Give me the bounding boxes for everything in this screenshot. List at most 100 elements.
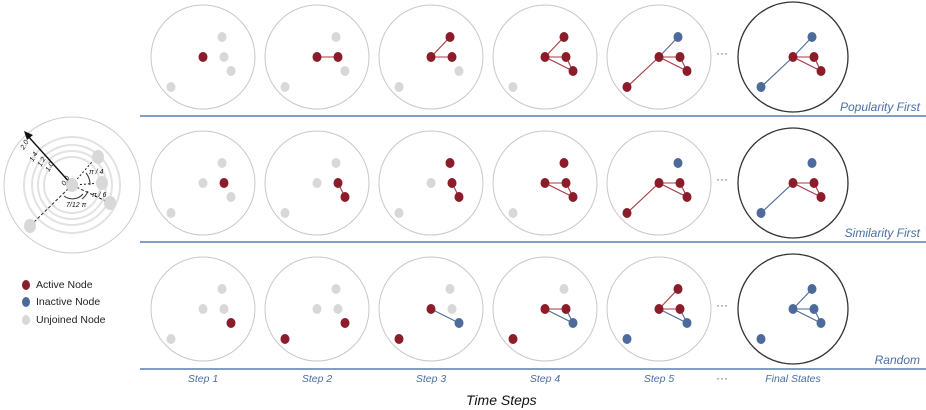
active-node — [654, 52, 664, 62]
inactive-node — [682, 318, 692, 328]
active-node — [454, 192, 464, 202]
row-label: Similarity First — [844, 226, 920, 240]
row-label: Popularity First — [839, 100, 920, 114]
unjoined-node — [198, 304, 208, 314]
legend-active: Active Node — [22, 279, 93, 291]
active-node — [561, 178, 571, 188]
inactive-node — [807, 284, 817, 294]
step-panel — [264, 4, 370, 110]
inactive-node — [788, 304, 798, 314]
step-panel — [492, 130, 598, 236]
unjoined-node — [559, 284, 569, 294]
step-panel — [264, 130, 370, 236]
step-panel — [606, 256, 712, 362]
step-panel — [492, 4, 598, 110]
active-node — [568, 66, 578, 76]
unjoined-node — [92, 150, 104, 164]
inactive-node — [807, 32, 817, 42]
active-node — [540, 178, 550, 188]
step-panel — [606, 130, 712, 236]
unjoined-node — [394, 208, 404, 218]
active-node — [561, 52, 571, 62]
edge-AD — [792, 56, 822, 72]
unjoined-node — [280, 208, 290, 218]
active-node — [394, 334, 404, 344]
active-node — [654, 304, 664, 314]
unjoined-node — [445, 284, 455, 294]
inactive-node — [673, 158, 683, 168]
step-panel — [378, 256, 484, 362]
step-label: Step 3 — [415, 373, 447, 385]
arrow-head-icon — [24, 131, 33, 140]
unjoined-node — [198, 178, 208, 188]
active-node — [559, 158, 569, 168]
unjoined-node — [104, 196, 116, 210]
active-node — [426, 52, 436, 62]
ellipsis: ··· — [716, 46, 728, 60]
unjoined-node — [447, 304, 457, 314]
angle-ray — [71, 184, 111, 204]
unjoined-node — [217, 32, 227, 42]
edge-AD — [544, 182, 574, 198]
unjoined-node — [331, 32, 341, 42]
radius-arrow — [26, 134, 73, 186]
active-node — [445, 158, 455, 168]
active-node — [673, 284, 683, 294]
active-node — [426, 304, 436, 314]
inactive-node-swatch — [22, 297, 30, 307]
radius-label: 1.2 — [37, 156, 48, 168]
angle-arc — [85, 172, 91, 186]
active-node — [788, 178, 798, 188]
inactive-node — [756, 82, 766, 92]
edge-AE — [626, 182, 660, 214]
ellipsis: ··· — [716, 172, 728, 186]
unjoined-node — [166, 82, 176, 92]
active-node — [675, 178, 685, 188]
inactive-node — [673, 32, 683, 42]
final-state-panel — [737, 127, 849, 239]
angle-label: 7/12 π — [66, 202, 87, 209]
step-label: Step 2 — [301, 373, 333, 385]
legend-label: Unjoined Node — [36, 314, 106, 326]
inactive-node — [809, 304, 819, 314]
edge-AD — [430, 308, 460, 324]
edge-AE — [626, 56, 660, 88]
active-node — [622, 82, 632, 92]
active-node — [340, 318, 350, 328]
active-node — [445, 32, 455, 42]
active-node — [816, 66, 826, 76]
edge-AE — [760, 56, 794, 88]
outer-circle — [3, 116, 141, 254]
step-panel — [606, 4, 712, 110]
active-node — [809, 52, 819, 62]
active-node — [333, 178, 343, 188]
inactive-node — [816, 318, 826, 328]
active-node — [675, 52, 685, 62]
unjoined-node — [66, 178, 78, 192]
inactive-node — [568, 318, 578, 328]
unjoined-node — [226, 66, 236, 76]
active-node — [675, 304, 685, 314]
active-node — [447, 178, 457, 188]
step-label: Final States — [765, 373, 821, 385]
active-node — [809, 178, 819, 188]
active-node — [219, 178, 229, 188]
active-node-swatch — [22, 280, 30, 290]
active-node — [561, 304, 571, 314]
x-axis-title: Time Steps — [466, 392, 537, 408]
unjoined-node — [166, 208, 176, 218]
active-node — [654, 178, 664, 188]
unjoined-node — [96, 176, 108, 190]
polar-coordinate-diagram: 2.01.41.21.0 0.0 π / 4 π / 6 7/12 π — [3, 116, 141, 254]
angle-label: π / 6 — [92, 192, 107, 199]
unjoined-node — [508, 208, 518, 218]
active-node — [198, 52, 208, 62]
radius-label: 1.0 — [45, 161, 56, 173]
edge-AD — [792, 182, 822, 198]
inactive-node — [756, 334, 766, 344]
step-panel — [150, 256, 256, 362]
legend-label: Active Node — [36, 279, 93, 291]
unjoined-node — [426, 178, 436, 188]
active-node — [682, 66, 692, 76]
